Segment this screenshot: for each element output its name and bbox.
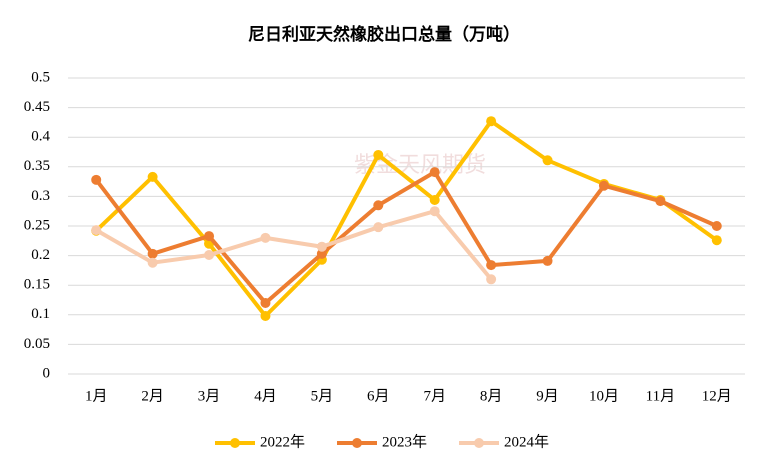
legend-label: 2023年 xyxy=(382,433,427,450)
y-tick-label: 0.1 xyxy=(31,306,50,322)
point xyxy=(486,116,497,127)
y-tick-label: 0.4 xyxy=(31,129,50,145)
x-tick-label: 3月 xyxy=(198,388,221,404)
y-tick-label: 0.3 xyxy=(31,188,50,204)
point xyxy=(147,171,158,182)
y-tick-label: 0.35 xyxy=(24,158,50,174)
point xyxy=(91,174,102,185)
x-tick-label: 6月 xyxy=(367,388,390,404)
point xyxy=(655,196,666,207)
y-tick-label: 0.05 xyxy=(24,336,50,352)
legend-label: 2024年 xyxy=(504,433,549,450)
x-tick-label: 9月 xyxy=(536,388,559,404)
x-tick-label: 8月 xyxy=(480,388,503,404)
point xyxy=(373,222,384,233)
chart-title: 尼日利亚天然橡胶出口总量（万吨） xyxy=(248,24,520,44)
x-tick-label: 10月 xyxy=(589,388,619,404)
legend-marker xyxy=(230,438,240,448)
point xyxy=(598,180,609,191)
point xyxy=(147,248,158,259)
legend-label: 2022年 xyxy=(260,433,305,450)
y-tick-label: 0.15 xyxy=(24,277,50,293)
x-tick-label: 1月 xyxy=(85,388,108,404)
point xyxy=(711,221,722,231)
point xyxy=(316,241,327,252)
point xyxy=(486,274,497,285)
point xyxy=(429,194,440,205)
y-tick-label: 0.45 xyxy=(24,99,50,115)
series-line xyxy=(95,209,493,281)
x-tick-label: 2月 xyxy=(141,388,164,404)
point xyxy=(204,250,215,261)
y-tick-label: 0.5 xyxy=(31,69,50,85)
point xyxy=(260,310,271,321)
x-tick-label: 12月 xyxy=(702,388,732,404)
x-tick-label: 7月 xyxy=(423,388,446,404)
point xyxy=(147,257,158,268)
point xyxy=(260,297,271,308)
legend-marker xyxy=(352,438,362,448)
point xyxy=(316,248,327,259)
x-tick-label: 11月 xyxy=(646,388,675,404)
point xyxy=(542,255,553,266)
y-tick-label: 0 xyxy=(43,365,51,381)
x-tick-label: 4月 xyxy=(254,388,277,404)
y-tick-label: 0.25 xyxy=(24,217,50,233)
point xyxy=(373,149,384,160)
x-tick-label: 5月 xyxy=(311,388,334,404)
point xyxy=(204,231,215,242)
point xyxy=(429,167,440,178)
point xyxy=(373,200,384,211)
y-tick-label: 0.2 xyxy=(31,247,50,263)
point xyxy=(486,260,497,271)
point xyxy=(429,206,440,217)
point xyxy=(91,225,102,236)
legend-marker xyxy=(474,438,484,448)
series-line xyxy=(94,170,718,305)
point xyxy=(260,232,271,243)
point xyxy=(711,235,722,246)
point xyxy=(542,155,553,166)
